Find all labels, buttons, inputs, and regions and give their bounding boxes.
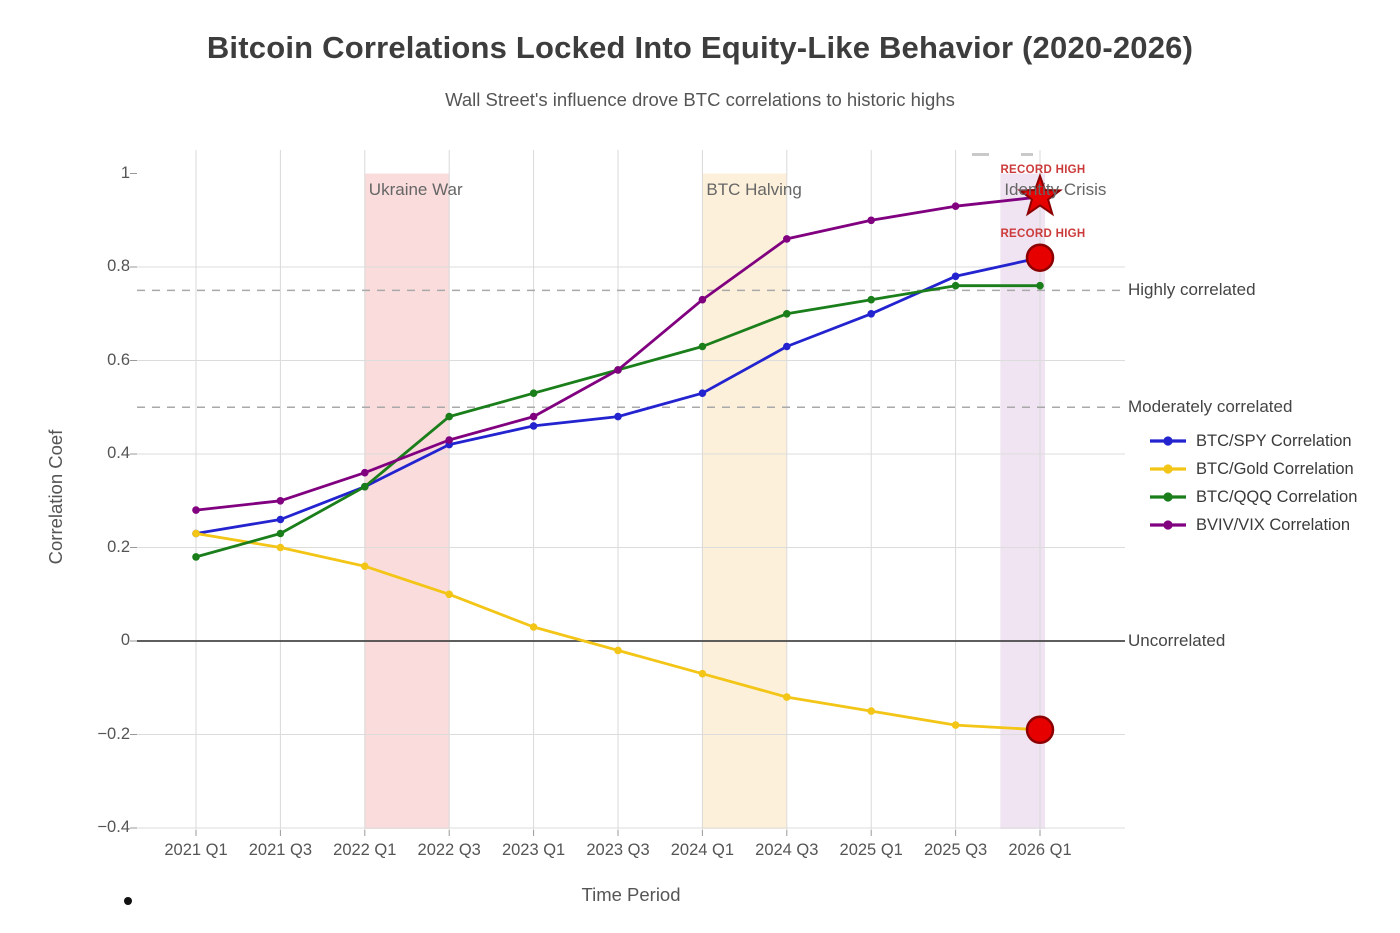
data-point-btc-gold-correlation — [698, 669, 707, 678]
data-point-btc-gold-correlation — [867, 707, 875, 715]
data-point-bviv-vix-correlation — [529, 412, 538, 421]
x-tick-label: 2023 Q3 — [586, 841, 650, 859]
legend-swatch-icon — [1150, 464, 1186, 474]
record-high-label: RECORD HIGH — [1000, 227, 1086, 240]
data-point-btc-spy-correlation — [698, 389, 707, 398]
data-point-btc-gold-correlation — [445, 590, 454, 599]
data-point-btc-gold-correlation — [192, 529, 200, 538]
legend-label: BTC/Gold Correlation — [1196, 459, 1354, 478]
x-tick-label: 2021 Q1 — [164, 841, 228, 859]
data-point-btc-qqq-correlation — [361, 482, 369, 491]
x-tick-label: 2025 Q1 — [839, 841, 903, 859]
y-tick-label: 0 — [120, 631, 130, 649]
legend-label: BVIV/VIX Correlation — [1196, 515, 1351, 534]
data-point-bviv-vix-correlation — [361, 468, 369, 477]
y-tick-label: 0.4 — [107, 444, 130, 462]
y-tick-label: 0.8 — [107, 257, 130, 275]
data-point-btc-gold-correlation — [361, 562, 369, 570]
data-point-btc-qqq-correlation — [529, 389, 538, 398]
legend-item-btc-spy-correlation: BTC/SPY Correlation — [1148, 427, 1357, 455]
ref-line-label-highly-correlated: Highly correlated — [1128, 280, 1256, 300]
legend-item-btc-gold-correlation: BTC/Gold Correlation — [1148, 455, 1357, 483]
band-label-ukraine-war: Ukraine War — [368, 180, 463, 199]
y-tick-label: 1 — [120, 163, 130, 182]
data-point-btc-qqq-correlation — [192, 553, 200, 561]
data-point-btc-spy-correlation — [614, 412, 622, 421]
x-axis-title: Time Period — [581, 884, 681, 905]
event-band-btc-halving — [702, 173, 787, 829]
data-point-bviv-vix-correlation — [698, 295, 707, 304]
legend-swatch-icon — [1150, 492, 1186, 502]
data-point-btc-qqq-correlation — [276, 529, 285, 538]
x-tick-label: 2021 Q3 — [248, 841, 313, 859]
y-tick-label: 0.6 — [107, 350, 130, 369]
data-point-bviv-vix-correlation — [783, 235, 791, 243]
data-point-btc-spy-correlation — [951, 272, 960, 281]
x-tick-label: 2024 Q1 — [670, 841, 735, 859]
data-point-btc-spy-correlation — [783, 342, 791, 351]
legend-label: BTC/QQQ Correlation — [1196, 487, 1358, 506]
partial-dash-mark — [972, 153, 989, 156]
data-point-bviv-vix-correlation — [614, 366, 622, 374]
data-point-bviv-vix-correlation — [276, 497, 285, 505]
y-tick-label: −0.4 — [97, 818, 130, 836]
data-point-btc-spy-correlation — [867, 310, 875, 318]
record-circle-marker — [1025, 715, 1055, 745]
legend-item-btc-qqq-correlation: BTC/QQQ Correlation — [1148, 483, 1357, 511]
x-tick-label: 2026 Q1 — [1008, 841, 1072, 859]
record-star-marker — [1017, 172, 1063, 217]
y-tick-label: 0.2 — [107, 537, 130, 556]
data-point-btc-qqq-correlation — [783, 310, 791, 318]
y-tick-label: −0.2 — [97, 724, 130, 743]
x-tick-label: 2022 Q3 — [417, 841, 481, 859]
data-point-btc-gold-correlation — [614, 646, 622, 655]
data-point-bviv-vix-correlation — [445, 436, 454, 444]
partial-dash-mark — [1021, 153, 1033, 156]
band-label-identity-crisis: Identity Crisis — [1004, 180, 1107, 199]
ref-line-label-moderately-correlated: Moderately correlated — [1128, 397, 1293, 417]
x-tick-label: 2025 Q3 — [923, 841, 988, 859]
data-point-btc-gold-correlation — [529, 623, 538, 631]
data-point-bviv-vix-correlation — [951, 202, 960, 210]
data-point-btc-qqq-correlation — [698, 342, 707, 351]
data-point-btc-gold-correlation — [276, 543, 285, 552]
chart-title: Bitcoin Correlations Locked Into Equity-… — [206, 30, 1194, 65]
record-high-label: RECORD HIGH — [1000, 163, 1086, 176]
event-band-ukraine-war — [364, 173, 450, 829]
legend-swatch-icon — [1150, 520, 1186, 530]
data-point-btc-qqq-correlation — [445, 412, 454, 421]
legend: BTC/SPY Correlation BTC/Gold Correlation B… — [1148, 427, 1357, 539]
data-point-btc-gold-correlation — [951, 721, 960, 729]
x-tick-label: 2023 Q1 — [501, 841, 566, 859]
data-point-bviv-vix-correlation — [192, 506, 200, 514]
x-tick-label: 2022 Q1 — [333, 841, 397, 859]
data-point-btc-qqq-correlation — [951, 281, 960, 290]
chart-subtitle: Wall Street's influence drove BTC correl… — [445, 89, 955, 110]
data-point-btc-spy-correlation — [276, 515, 285, 524]
legend-item-bviv-vix-correlation: BVIV/VIX Correlation — [1148, 511, 1357, 539]
legend-label: BTC/SPY Correlation — [1196, 431, 1352, 450]
legend-swatch-icon — [1150, 436, 1186, 446]
record-circle-marker — [1025, 243, 1055, 272]
data-point-btc-qqq-correlation — [867, 295, 875, 304]
data-point-btc-qqq-correlation — [1036, 281, 1044, 290]
x-tick-label: 2024 Q3 — [755, 841, 819, 859]
ref-line-label-uncorrelated: Uncorrelated — [1128, 631, 1226, 650]
data-point-btc-spy-correlation — [529, 422, 538, 430]
stray-bullet-dot — [124, 897, 132, 905]
data-point-bviv-vix-correlation — [867, 216, 875, 225]
data-point-btc-gold-correlation — [783, 693, 791, 701]
band-label-btc-halving: BTC Halving — [706, 180, 802, 199]
